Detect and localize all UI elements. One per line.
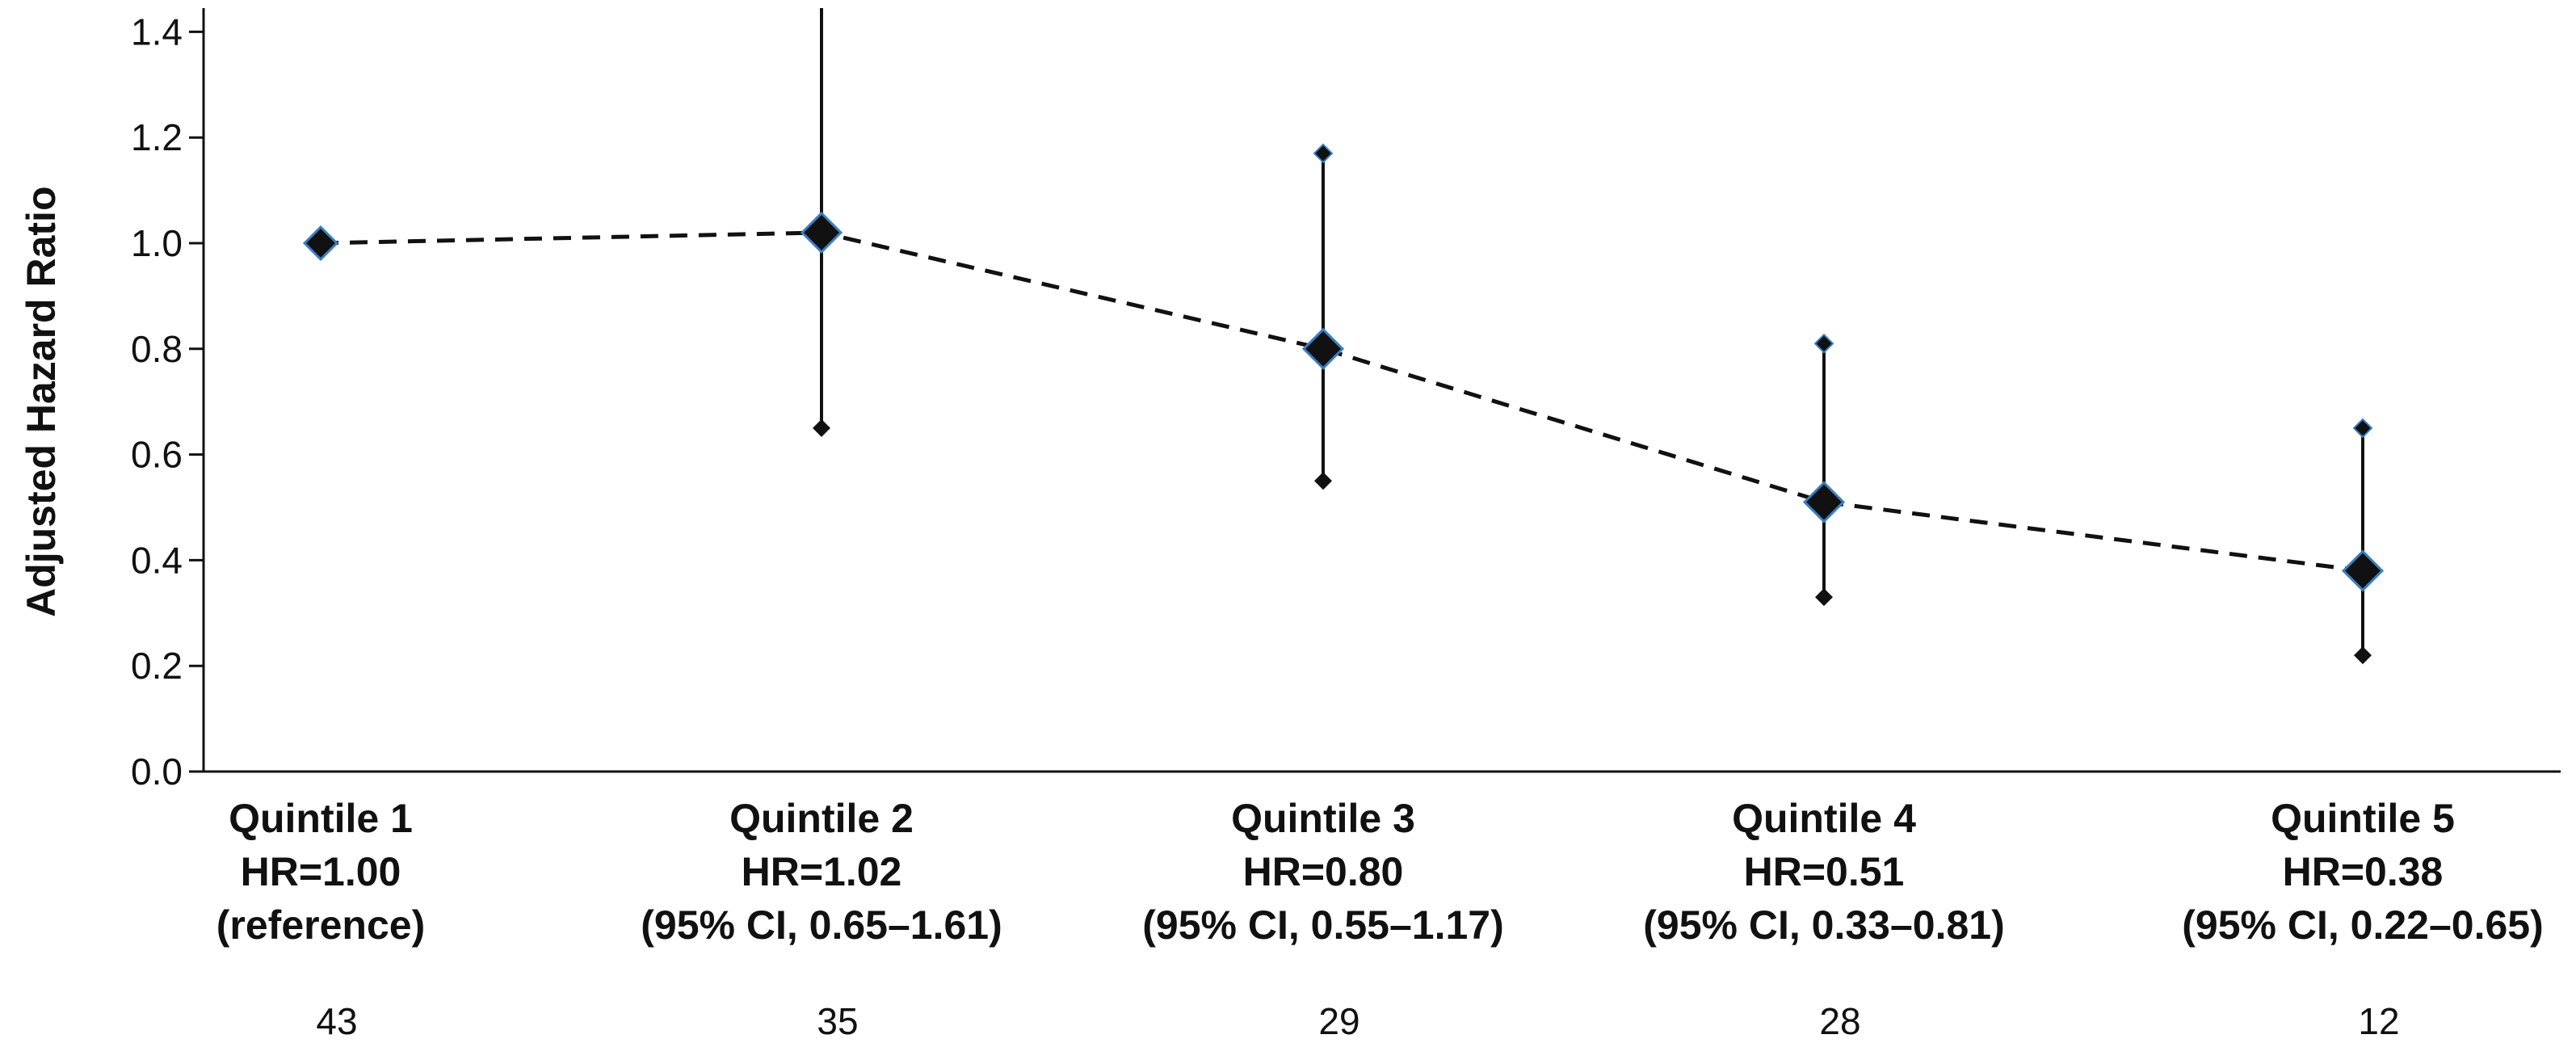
chart-marks	[302, 8, 2385, 665]
ci-upper-marker	[2352, 418, 2373, 439]
ci-label: (reference)	[216, 902, 425, 948]
ci-lower-marker	[813, 418, 830, 437]
category-label: Quintile 2	[729, 796, 914, 841]
y-axis-label: Adjusted Hazard Ratio	[19, 186, 64, 616]
ci-label: (95% CI, 0.55–1.17)	[1142, 902, 1504, 948]
ci-upper-marker	[1813, 333, 1834, 354]
category-label: Quintile 3	[1231, 796, 1415, 841]
hazard-ratio-point	[2341, 549, 2385, 592]
y-tick-label: 0.4	[131, 539, 183, 581]
ci-lower-marker	[1314, 472, 1332, 490]
hr-label: HR=1.02	[742, 849, 902, 894]
ci-label: (95% CI, 0.33–0.81)	[1643, 902, 2005, 948]
count-label: 12	[2358, 1000, 2399, 1042]
chart-labels: 0.0 0.2 0.4 0.6 0.8 1.0 1.2 1.4 Adjusted Hazard …	[19, 11, 2544, 1042]
category-label: Quintile 1	[229, 796, 413, 841]
y-tick-label: 0.0	[131, 751, 183, 793]
count-label: 29	[1318, 1000, 1359, 1042]
ci-label: (95% CI, 0.65–1.61)	[641, 902, 1002, 948]
category-label: Quintile 5	[2271, 796, 2455, 841]
ci-upper-marker	[1313, 143, 1334, 164]
y-tick-label: 0.8	[131, 328, 183, 370]
hazard-ratio-point	[1802, 481, 1846, 524]
hazard-ratio-point	[1301, 327, 1345, 370]
hr-label: HR=0.80	[1243, 849, 1404, 894]
y-tick-label: 1.2	[131, 116, 183, 158]
hazard-ratio-point	[800, 211, 843, 254]
hr-label: HR=0.38	[2283, 849, 2444, 894]
ci-lower-marker	[1815, 588, 1833, 607]
axes	[189, 8, 2561, 773]
category-label: Quintile 4	[1732, 796, 1916, 841]
hr-label: HR=1.00	[241, 849, 401, 894]
hr-label: HR=0.51	[1744, 849, 1905, 894]
y-tick-label: 1.0	[131, 222, 183, 264]
ci-label: (95% CI, 0.22–0.65)	[2182, 902, 2544, 948]
y-tick-label: 0.6	[131, 434, 183, 476]
y-tick-label: 1.4	[131, 11, 183, 53]
ci-lower-marker	[2354, 646, 2372, 665]
series-line	[320, 230, 2364, 573]
count-label: 28	[1819, 1000, 1860, 1042]
hazard-ratio-point	[302, 225, 339, 262]
count-label: 35	[817, 1000, 858, 1042]
count-label: 43	[316, 1000, 357, 1042]
y-tick-label: 0.2	[131, 645, 183, 687]
